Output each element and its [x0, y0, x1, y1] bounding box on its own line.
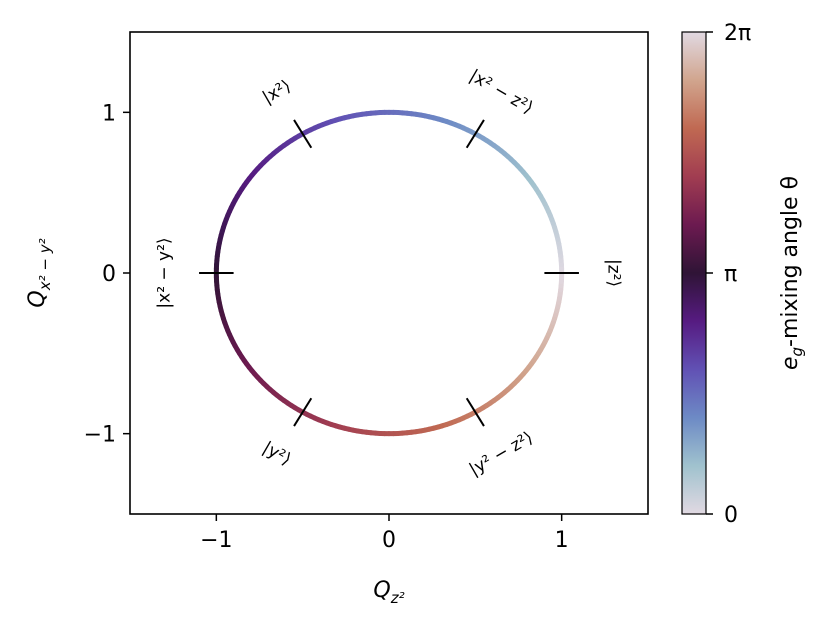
state-label: |x² − z²⟩	[466, 66, 537, 118]
y-tick-label: 0	[102, 262, 116, 287]
colorbar-tick-label: 2π	[724, 21, 751, 46]
state-tick	[293, 119, 313, 149]
y-tick-label: −1	[84, 423, 116, 448]
x-tick-label: 0	[382, 528, 396, 553]
x-axis-ticks: −1 0 1	[200, 514, 569, 553]
colorbar-tick-label: 0	[724, 503, 738, 528]
y-axis-label: Qx² − y²	[25, 238, 54, 307]
circle-series	[213, 109, 565, 437]
state-tick	[293, 397, 313, 427]
colorbar-ticks: 0 π 2π	[706, 21, 751, 528]
state-label: |y² − z²⟩	[466, 428, 537, 480]
state-label: |y²⟩	[259, 438, 294, 470]
y-tick-label: 1	[102, 101, 116, 126]
state-label: |z²⟩	[604, 259, 624, 287]
state-label: |x²⟩	[259, 76, 294, 108]
state-tick	[465, 397, 485, 427]
colorbar-tick-label: π	[724, 262, 737, 287]
state-label: |x² − y²⟩	[155, 237, 175, 308]
x-tick-label: 1	[555, 528, 569, 553]
state-tick	[465, 119, 485, 149]
colorbar-label: eg-mixing angle θ	[778, 176, 806, 370]
state-marks: |z²⟩ |x² − z²⟩ |x²⟩ |x² − y²⟩ |y²⟩ |y² − z²⟩	[155, 66, 624, 480]
colorbar	[681, 31, 707, 515]
x-tick-label: −1	[200, 528, 232, 553]
y-axis-ticks: −1 0 1	[84, 101, 130, 448]
x-axis-label: Qz²	[373, 578, 404, 607]
